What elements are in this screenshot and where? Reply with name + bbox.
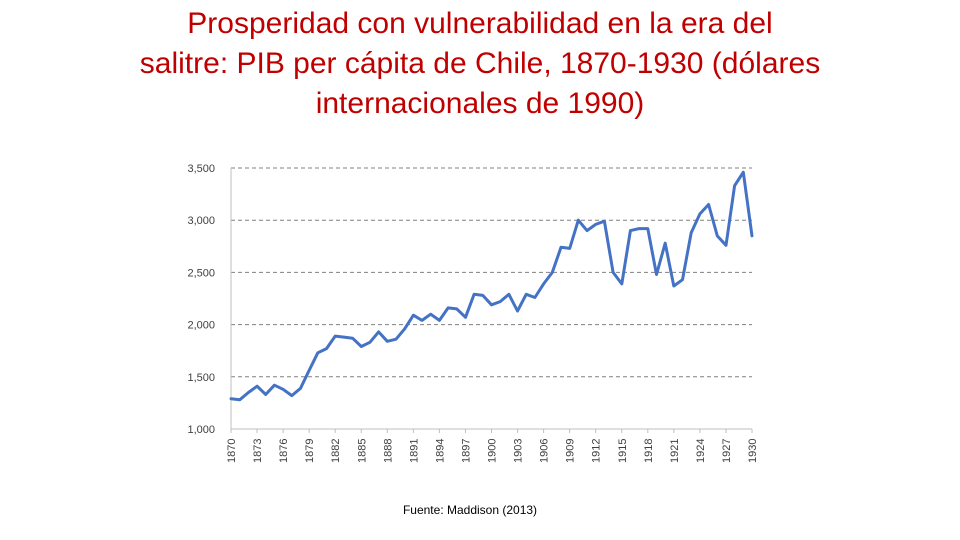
x-tick-label: 1873 [252, 439, 264, 463]
x-tick-label: 1921 [669, 439, 681, 463]
x-tick-label: 1891 [408, 439, 420, 463]
y-tick-label: 2,000 [187, 320, 215, 332]
y-tick-label: 1,500 [187, 372, 215, 384]
y-tick-label: 3,500 [187, 163, 215, 175]
x-tick-label: 1912 [591, 439, 603, 463]
x-tick-label: 1870 [226, 439, 238, 463]
y-tick-label: 3,000 [187, 215, 215, 227]
x-tick-label: 1894 [434, 439, 446, 463]
x-tick-label: 1879 [304, 439, 316, 463]
source-note: Fuente: Maddison (2013) [402, 503, 538, 517]
gridlines [231, 167, 752, 378]
x-tick-label: 1897 [460, 439, 472, 463]
x-tick-label: 1882 [330, 439, 342, 463]
series [229, 170, 754, 402]
axes [230, 168, 753, 433]
x-tick-label: 1927 [721, 439, 733, 463]
x-tick-label: 1885 [356, 439, 368, 463]
x-tick-label: 1900 [487, 439, 499, 463]
x-tick-labels: 1870 1873 1876 1879 1882 1885 1888 1891 1894 1897… [226, 439, 759, 463]
x-tick-label: 1924 [695, 439, 707, 463]
y-tick-label: 2,500 [187, 267, 215, 279]
y-tick-label: 1,000 [187, 424, 215, 436]
slide-title-line: salitre: PIB per cápita de Chile, 1870-1… [139, 47, 821, 80]
slide-title-line: Prosperidad con vulnerabilidad en la era… [187, 7, 773, 40]
x-tick-label: 1909 [565, 439, 577, 463]
x-tick-label: 1876 [278, 439, 290, 463]
x-tick-label: 1906 [539, 439, 551, 463]
x-tick-label: 1918 [643, 439, 655, 463]
x-tick-label: 1915 [617, 439, 629, 463]
x-tick-label: 1903 [513, 439, 525, 463]
x-tick-label: 1888 [382, 439, 394, 463]
slide-title-line: internacionales de 1990) [315, 87, 645, 120]
series-line [229, 170, 754, 402]
slide-title: Prosperidad con vulnerabilidad en la era… [60, 4, 900, 124]
x-tick-label: 1930 [747, 439, 759, 463]
y-tick-labels: 1,000 1,500 2,000 2,500 3,000 3,500 [187, 163, 215, 436]
